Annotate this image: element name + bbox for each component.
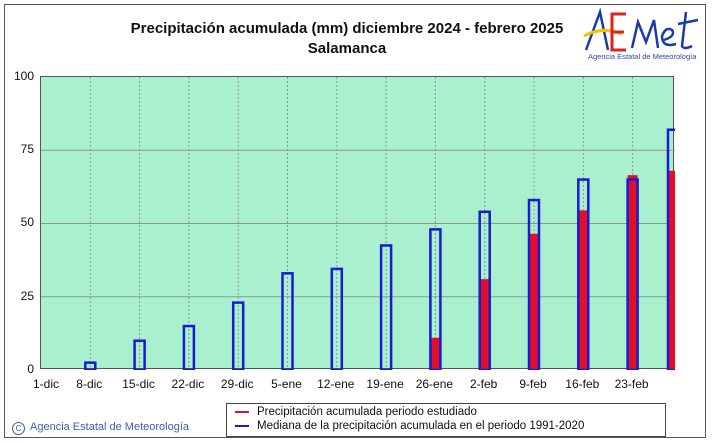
y-tick-75: 75 [20,142,34,156]
observed-bar [430,337,441,370]
x-tick-label: 1-dic [32,377,60,391]
median-bar [429,228,442,370]
legend-item-observed: Precipitación acumulada periodo estudiad… [235,406,477,418]
chart-title: Precipitación acumulada (mm) diciembre 2… [130,20,564,37]
x-tick-label: 8-dic [76,377,103,391]
observed-bar [627,175,638,370]
x-tick-label: 16-feb [565,377,600,391]
x-tick-label: 2-feb [470,377,498,391]
copyright-credit: C Agencia Estatal de Meteorología [12,421,189,435]
aemet-logo-icon [583,7,699,52]
median-bar [182,324,196,370]
x-tick-label: 15-dic [122,377,155,391]
y-tick-25: 25 [20,289,34,303]
median-bar [281,272,294,370]
y-tick-50: 50 [20,215,34,229]
x-tick-label: 9-feb [519,377,547,391]
y-tick-0: 0 [27,362,34,376]
y-tick-100: 100 [13,69,34,83]
plot-area [40,76,675,370]
observed-bar [668,170,675,370]
legend-item-median: Mediana de la precipitación acumulada en… [235,420,584,432]
median-bar [527,198,541,370]
blue-line-swatch-icon [235,424,249,427]
bar-chart-svg [41,77,675,370]
x-tick-label: 19-ene [366,377,404,391]
x-tick-label: 23-feb [614,377,649,391]
logo-subtitle: Agencia Estatal de Meteorología [588,52,697,61]
x-tick-label: 29-dic [220,377,254,391]
observed-bar [529,233,539,370]
median-bar [478,210,491,370]
observed-bar [479,279,490,370]
observed-bar [578,210,589,370]
median-bar [133,339,146,370]
x-tick-label: 22-dic [171,377,205,391]
red-line-swatch-icon [235,410,249,413]
median-bar [626,178,639,370]
chart-subtitle-location: Salamanca [307,40,387,57]
median-bar [379,244,393,370]
median-bar [231,301,245,370]
aemet-logo [582,6,708,68]
legend: Precipitación acumulada periodo estudiad… [226,403,666,437]
copyright-icon: C [12,422,25,435]
x-tick-label: 12-ene [317,377,355,391]
x-tick-label: 5-ene [271,377,302,391]
median-bar [577,178,590,370]
x-tick-label: 26-ene [415,377,454,391]
